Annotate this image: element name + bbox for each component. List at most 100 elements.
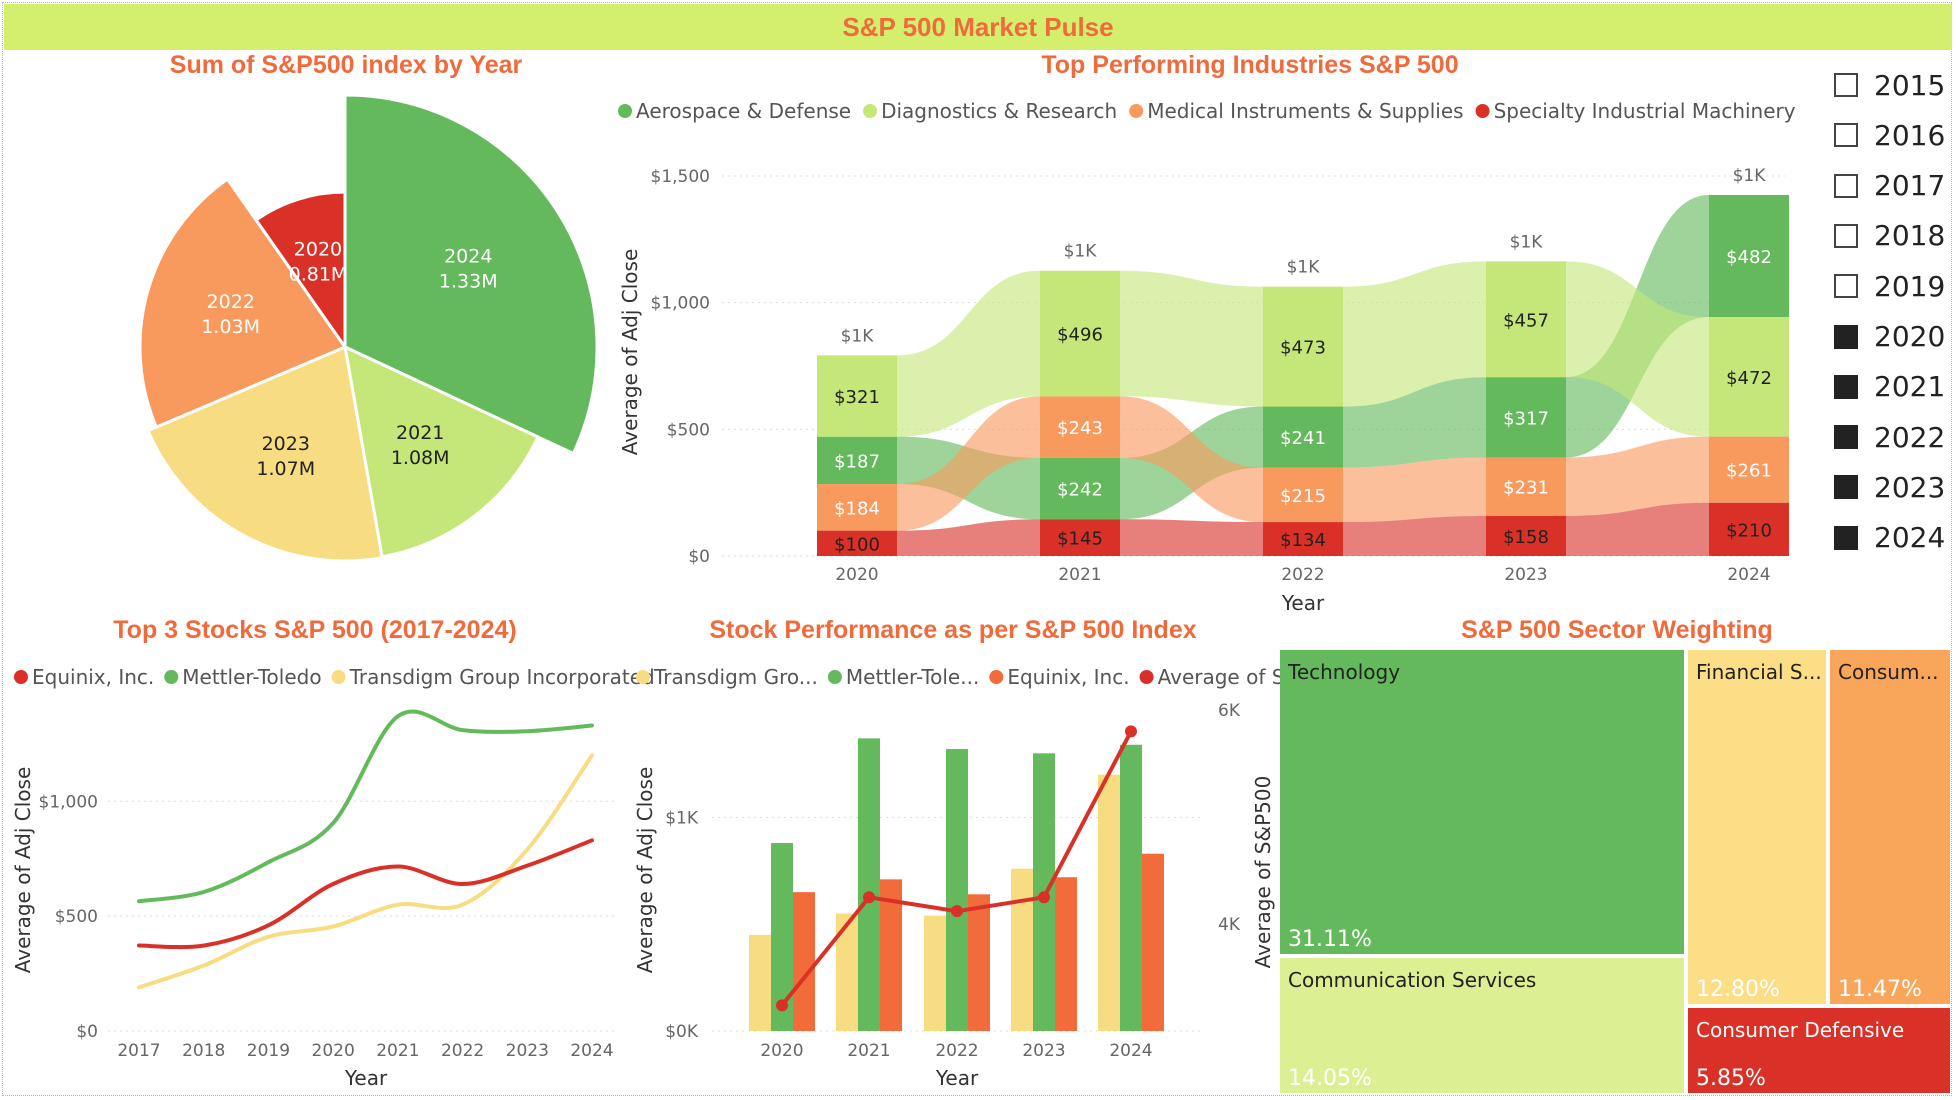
combo-line-point[interactable] <box>776 999 788 1012</box>
ribbon-bar-segment[interactable] <box>1709 436 1789 503</box>
year-checkbox-2024[interactable]: 2024 <box>1834 515 1950 561</box>
year-checkbox-2021[interactable]: 2021 <box>1834 364 1950 410</box>
combo-bar[interactable] <box>1055 877 1077 1031</box>
year-checkbox-2023[interactable]: 2023 <box>1834 464 1950 510</box>
treemap-tile-value: 12.80% <box>1696 977 1780 1002</box>
ribbon-bar-segment[interactable] <box>1263 286 1343 407</box>
combo-bar[interactable] <box>1011 868 1033 1031</box>
combo-xtick: 2023 <box>1022 1041 1065 1061</box>
line-ytick: $500 <box>55 907 98 927</box>
ribbon-bar-segment[interactable] <box>1040 519 1120 556</box>
combo-bar[interactable] <box>771 843 793 1031</box>
treemap-tile[interactable] <box>1688 1008 1950 1093</box>
checkbox-square[interactable] <box>1834 173 1858 198</box>
ribbon-bar-segment[interactable] <box>1263 467 1343 523</box>
checkbox-square[interactable] <box>1834 73 1858 97</box>
combo-bar[interactable] <box>858 738 880 1031</box>
ribbon-legend-label: Diagnostics & Research <box>881 99 1117 123</box>
ribbon-legend-label: Specialty Industrial Machinery <box>1494 99 1796 123</box>
ribbon-bar-segment[interactable] <box>1486 377 1566 458</box>
ribbon-data-label: $145 <box>1057 529 1103 550</box>
ribbon-bar-segment[interactable] <box>1486 515 1566 556</box>
line-series-transdigm[interactable] <box>137 753 594 990</box>
ribbon-flow <box>897 519 1040 556</box>
combo-line-point[interactable] <box>1125 725 1137 738</box>
ribbon-bar-segment[interactable] <box>1709 317 1789 437</box>
year-checkbox-2018[interactable]: 2018 <box>1834 213 1950 259</box>
pie-label-value: 1.07M <box>256 458 315 480</box>
year-checkbox-2017[interactable]: 2017 <box>1834 163 1950 209</box>
ribbon-data-label: $100 <box>834 534 880 555</box>
ribbon-data-label: $496 <box>1057 325 1103 346</box>
ribbon-bar-segment[interactable] <box>1486 261 1566 378</box>
ribbon-bar-segment[interactable] <box>1486 457 1566 516</box>
pie-slice-2023[interactable] <box>146 345 384 563</box>
pie-slice-2024[interactable] <box>343 93 599 455</box>
combo-bar[interactable] <box>880 879 902 1031</box>
combo-bar[interactable] <box>1098 774 1120 1031</box>
ribbon-ytick: $1,000 <box>651 294 710 314</box>
combo-legend-label: Equinix, Inc. <box>1007 665 1129 689</box>
ribbon-flow <box>1343 377 1486 468</box>
line-legend-label: Transdigm Group Incorporated <box>349 665 655 689</box>
combo-line-point[interactable] <box>1038 891 1050 904</box>
combo-bar[interactable] <box>1142 853 1164 1031</box>
checkbox-square[interactable] <box>1834 324 1858 349</box>
ribbon-data-label: $457 <box>1503 310 1549 331</box>
pie-slice-2020[interactable] <box>254 190 347 349</box>
ribbon-bar-segment[interactable] <box>1263 406 1343 468</box>
year-checkbox-label: 2015 <box>1874 68 1946 102</box>
ribbon-bar-segment[interactable] <box>817 355 897 437</box>
ribbon-bar-segment[interactable] <box>1040 457 1120 520</box>
ribbon-bar-segment[interactable] <box>1263 522 1343 556</box>
ribbon-bar-segment[interactable] <box>1709 195 1789 318</box>
checkbox-square[interactable] <box>1834 123 1858 148</box>
year-checkbox-2015[interactable]: 2015 <box>1834 62 1950 108</box>
line-series-equinix[interactable] <box>137 838 594 950</box>
treemap-tile[interactable] <box>1830 650 1950 1004</box>
ribbon-bar-segment[interactable] <box>817 436 897 485</box>
checkbox-square[interactable] <box>1834 374 1858 399</box>
year-checkbox-2020[interactable]: 2020 <box>1834 314 1950 360</box>
checkbox-square[interactable] <box>1834 223 1858 248</box>
year-checkbox-2016[interactable]: 2016 <box>1834 112 1950 158</box>
treemap-tile-value: 14.05% <box>1288 1066 1372 1091</box>
combo-line-point[interactable] <box>951 905 963 918</box>
pie-label-year: 2024 <box>444 245 492 267</box>
checkbox-square[interactable] <box>1834 274 1858 299</box>
combo-title: Stock Performance as per S&P 500 Index <box>709 616 1196 644</box>
combo-bar[interactable] <box>946 749 968 1031</box>
year-checkbox-2019[interactable]: 2019 <box>1834 263 1950 309</box>
treemap-tile[interactable] <box>1280 650 1684 954</box>
ribbon-bar-segment[interactable] <box>1040 396 1120 458</box>
combo-bar[interactable] <box>749 934 771 1031</box>
combo-bar[interactable] <box>1120 744 1142 1031</box>
combo-bar[interactable] <box>793 892 815 1031</box>
combo-legend-marker <box>1139 670 1154 684</box>
checkbox-square[interactable] <box>1834 475 1858 500</box>
ribbon-flow <box>1120 270 1263 407</box>
treemap-tile-value: 5.85% <box>1696 1066 1766 1091</box>
ribbon-flow <box>1566 261 1709 437</box>
treemap-tile[interactable] <box>1280 958 1684 1093</box>
line-xlabel: Year <box>344 1066 388 1090</box>
year-checkbox-2022[interactable]: 2022 <box>1834 414 1950 460</box>
checkbox-square[interactable] <box>1834 425 1858 450</box>
ribbon-bar-segment[interactable] <box>1040 270 1120 397</box>
ribbon-flow <box>897 396 1040 531</box>
checkbox-square[interactable] <box>1834 525 1858 550</box>
year-checkbox-label: 2019 <box>1874 269 1946 303</box>
line-series-mettler-toledo[interactable] <box>137 709 594 904</box>
combo-bar[interactable] <box>968 894 990 1031</box>
ribbon-bar-segment[interactable] <box>817 484 897 531</box>
treemap-tile-value: 11.47% <box>1838 977 1922 1002</box>
ribbon-bar-segment[interactable] <box>1709 502 1789 556</box>
combo-bar[interactable] <box>836 913 858 1031</box>
ribbon-bar-segment[interactable] <box>817 530 897 556</box>
pie-label-year: 2023 <box>262 433 310 455</box>
pie-slice-2022[interactable] <box>138 177 347 429</box>
combo-line-point[interactable] <box>863 891 875 904</box>
pie-slice-2021[interactable] <box>343 345 540 559</box>
combo-bar[interactable] <box>924 915 946 1031</box>
treemap-tile[interactable] <box>1688 650 1826 1004</box>
